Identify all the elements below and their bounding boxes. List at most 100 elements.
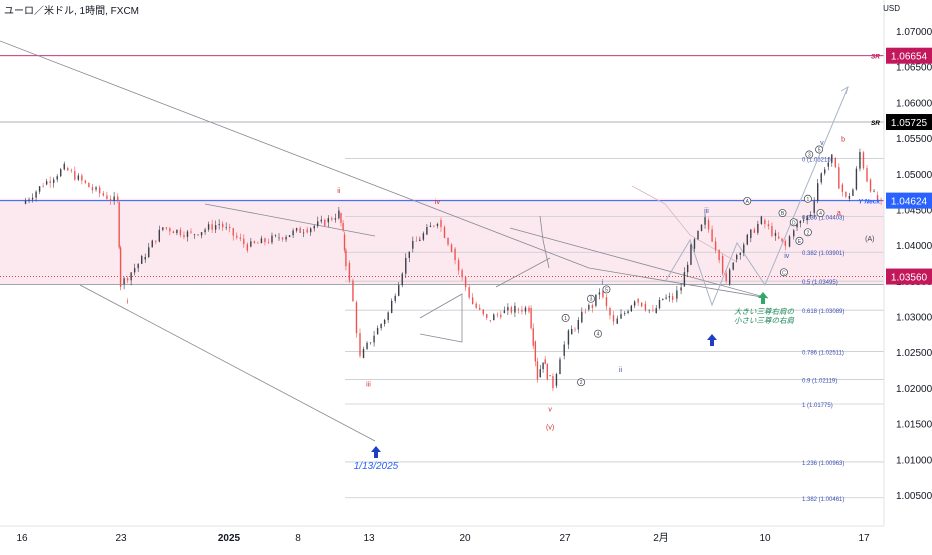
- wave-circle: [577, 378, 586, 387]
- price-bar-body: [581, 311, 583, 323]
- price-bar-body: [91, 187, 94, 191]
- price-bar-body: [340, 213, 342, 224]
- price-bar-body: [725, 273, 727, 281]
- price-axis-tick: 1.01500: [896, 420, 932, 431]
- price-bar-body: [507, 307, 509, 311]
- price-bar-body: [310, 228, 312, 233]
- wave-label: v: [820, 140, 824, 147]
- price-bar-body: [588, 305, 590, 310]
- price-bar-body: [200, 232, 203, 236]
- price-bar-body: [633, 301, 636, 306]
- price-bar-body: [63, 163, 65, 170]
- price-bar-body: [503, 310, 506, 313]
- wave-circle-label: 2: [806, 230, 809, 236]
- price-bar-body: [172, 231, 175, 234]
- price-bar-body: [42, 186, 44, 187]
- price-bar-body: [398, 285, 400, 296]
- price-bar-body: [390, 300, 393, 313]
- price-bar-body: [721, 255, 724, 274]
- price-bar-body: [862, 152, 865, 169]
- price-bar-body: [690, 244, 692, 265]
- price-bar-body: [563, 344, 565, 356]
- price-bar-body: [362, 348, 365, 358]
- price-bar-body: [169, 228, 171, 232]
- price-bar-body: [676, 290, 678, 299]
- price-bar-body: [250, 241, 252, 247]
- price-bar-body: [118, 202, 120, 248]
- price-bar-body: [668, 296, 671, 298]
- price-label-text: 1.06654: [891, 52, 928, 63]
- price-bar-body: [732, 262, 734, 270]
- price-bar-body: [49, 181, 51, 183]
- price-axis-tick: 1.02500: [896, 348, 932, 359]
- price-bar-body: [774, 232, 777, 236]
- price-axis-tick: 1.05500: [896, 134, 932, 145]
- wave-circle: [561, 314, 570, 322]
- wave-circle-label: 1: [564, 316, 567, 322]
- price-bar-body: [383, 319, 386, 324]
- wave-circle: [602, 285, 611, 294]
- price-bar-body: [436, 223, 439, 226]
- price-bar-body: [405, 257, 407, 274]
- price-bar-body: [338, 210, 340, 219]
- price-bar-body: [218, 224, 220, 226]
- wave-circle-label: 4: [597, 332, 600, 338]
- price-axis-tick: 1.06500: [896, 63, 932, 74]
- price-bar-body: [567, 330, 570, 345]
- wave-circle: [594, 329, 602, 338]
- price-bar-body: [342, 223, 344, 231]
- wave-label: iii: [366, 381, 371, 388]
- price-bar-body: [317, 221, 319, 226]
- price-bar-body: [60, 169, 62, 177]
- price-bar-body: [630, 305, 633, 312]
- price-bar-body: [56, 176, 58, 180]
- price-bar-body: [697, 230, 699, 240]
- wave-label: b: [841, 137, 845, 144]
- time-axis-tick: 8: [295, 533, 301, 544]
- price-bar-body: [555, 374, 558, 386]
- wave-circle-label: B: [781, 211, 785, 217]
- price-bar-body: [479, 307, 481, 310]
- price-bar-body: [119, 247, 122, 287]
- price-bar-body: [426, 227, 428, 235]
- price-bar-body: [151, 240, 153, 248]
- trendline: [204, 203, 376, 237]
- price-bar-body: [369, 342, 372, 344]
- price-bar-body: [648, 309, 650, 311]
- price-bar-body: [743, 244, 745, 253]
- wave-circle-label: E: [798, 239, 802, 245]
- wave-label: ii: [337, 188, 341, 195]
- price-bar-body: [544, 359, 546, 365]
- price-bar-body: [24, 200, 27, 204]
- price-bar-body: [784, 241, 787, 246]
- wedge-pattern: [539, 215, 550, 269]
- price-bar-body: [876, 195, 879, 200]
- price-bar-body: [793, 230, 795, 237]
- price-bar-body: [207, 224, 210, 230]
- price-bar-body: [447, 237, 449, 245]
- price-bar-body: [366, 342, 368, 349]
- price-bar-body: [239, 237, 241, 239]
- price-bar-body: [31, 197, 34, 200]
- trendline: [495, 257, 551, 288]
- price-bar-body: [866, 168, 868, 182]
- price-bar-body: [796, 223, 798, 228]
- price-bar-body: [373, 335, 375, 343]
- price-label-box: [886, 47, 932, 64]
- price-bar-body: [602, 290, 604, 298]
- projected-path: [664, 86, 849, 307]
- price-axis-tick: 1.01000: [896, 455, 932, 466]
- price-bar-body: [229, 226, 231, 229]
- price-bar-body: [880, 199, 882, 201]
- price-bar-body: [450, 244, 453, 253]
- price-axis-tick: 1.04000: [896, 241, 932, 252]
- price-bar-body: [221, 223, 224, 228]
- price-bar-body: [817, 183, 819, 202]
- price-bar-body: [95, 187, 97, 190]
- price-bar-body: [869, 179, 872, 192]
- price-bar-body: [707, 220, 710, 230]
- price-bar-body: [845, 191, 847, 197]
- price-bar-body: [644, 303, 647, 311]
- price-bar-body: [852, 189, 854, 196]
